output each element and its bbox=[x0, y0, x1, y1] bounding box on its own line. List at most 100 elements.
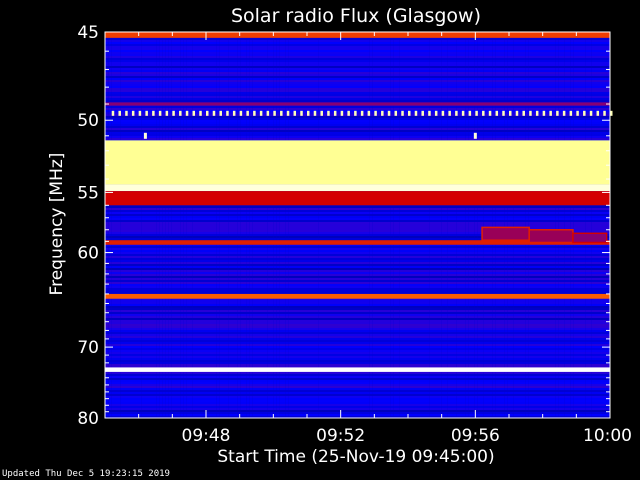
noise-row bbox=[105, 96, 610, 98]
noise-row bbox=[105, 330, 610, 332]
noise-column bbox=[156, 32, 157, 418]
noise-row bbox=[105, 212, 610, 214]
noise-row bbox=[105, 354, 610, 356]
noise-row bbox=[105, 382, 610, 384]
periodic-signal-mark bbox=[509, 110, 512, 116]
noise-row bbox=[105, 66, 610, 68]
noise-column bbox=[483, 32, 484, 418]
periodic-signal-mark bbox=[448, 110, 451, 116]
y-tick-label: 50 bbox=[77, 111, 99, 131]
noise-column bbox=[390, 32, 391, 418]
noise-row bbox=[105, 224, 610, 226]
periodic-signal-mark bbox=[219, 110, 222, 116]
noise-row bbox=[105, 300, 610, 302]
noise-column bbox=[504, 32, 505, 418]
x-axis-label: Start Time (25-Nov-19 09:45:00) bbox=[217, 447, 494, 467]
periodic-signal-mark bbox=[495, 110, 499, 116]
noise-row bbox=[105, 376, 610, 378]
noise-column bbox=[180, 32, 181, 418]
noise-row bbox=[105, 52, 610, 54]
noise-row bbox=[105, 128, 610, 130]
noise-column bbox=[558, 32, 559, 418]
emission-band bbox=[105, 102, 610, 106]
noise-row bbox=[105, 328, 610, 330]
noise-column bbox=[441, 32, 442, 418]
noise-row bbox=[105, 282, 610, 284]
noise-row bbox=[105, 134, 610, 136]
noise-row bbox=[105, 86, 610, 88]
periodic-signal-mark bbox=[286, 110, 290, 116]
noise-row bbox=[105, 210, 610, 212]
noise-row bbox=[105, 310, 610, 312]
noise-row bbox=[105, 398, 610, 400]
periodic-signal-mark bbox=[374, 110, 377, 116]
noise-row bbox=[105, 394, 610, 396]
noise-column bbox=[276, 32, 277, 418]
noise-row bbox=[105, 286, 610, 288]
periodic-signal-mark bbox=[610, 110, 613, 116]
noise-row bbox=[105, 136, 610, 138]
noise-column bbox=[495, 32, 496, 418]
noise-row bbox=[105, 338, 610, 340]
noise-row bbox=[105, 396, 610, 398]
noise-row bbox=[105, 60, 610, 62]
periodic-signal-mark bbox=[569, 110, 573, 116]
noise-row bbox=[105, 112, 610, 114]
noise-row bbox=[105, 94, 610, 96]
noise-row bbox=[105, 334, 610, 336]
noise-column bbox=[162, 32, 163, 418]
periodic-signal-mark bbox=[434, 110, 438, 116]
noise-row bbox=[105, 230, 610, 232]
periodic-signal-mark bbox=[125, 110, 128, 116]
periodic-signal-mark bbox=[273, 110, 276, 116]
noise-row bbox=[105, 46, 610, 48]
periodic-signal-mark bbox=[461, 110, 465, 116]
periodic-signal-mark bbox=[401, 110, 404, 116]
y-tick-label: 45 bbox=[77, 23, 99, 43]
noise-column bbox=[228, 32, 229, 418]
noise-row bbox=[105, 42, 610, 44]
periodic-signal-mark bbox=[522, 110, 525, 116]
noise-row bbox=[105, 50, 610, 52]
periodic-signal-mark bbox=[408, 110, 411, 116]
periodic-signal-mark bbox=[562, 110, 566, 116]
periodic-signal-mark bbox=[327, 110, 330, 116]
noise-row bbox=[105, 88, 610, 90]
periodic-signal-mark bbox=[515, 110, 519, 116]
periodic-signal-mark bbox=[266, 110, 270, 116]
noise-row bbox=[105, 64, 610, 66]
noise-row bbox=[105, 74, 610, 76]
noise-row bbox=[105, 100, 610, 102]
noise-row bbox=[105, 360, 610, 362]
noise-column bbox=[477, 32, 478, 418]
noise-row bbox=[105, 238, 610, 240]
x-tick-label: 09:56 bbox=[451, 426, 500, 446]
periodic-signal-mark bbox=[394, 110, 398, 116]
y-tick-label: 80 bbox=[77, 409, 99, 429]
noise-column bbox=[111, 32, 112, 418]
noise-column bbox=[447, 32, 448, 418]
noise-row bbox=[105, 108, 610, 110]
noise-row bbox=[105, 260, 610, 262]
noise-column bbox=[573, 32, 574, 418]
periodic-signal-mark bbox=[502, 110, 505, 116]
spectrogram-plot-area bbox=[105, 32, 613, 418]
noise-row bbox=[105, 408, 610, 410]
noise-column bbox=[369, 32, 370, 418]
periodic-signal-mark bbox=[206, 110, 209, 116]
noise-column bbox=[186, 32, 187, 418]
noise-row bbox=[105, 218, 610, 220]
noise-row bbox=[105, 258, 610, 260]
noise-row bbox=[105, 206, 610, 208]
noise-row bbox=[105, 288, 610, 290]
periodic-signal-mark bbox=[387, 110, 391, 116]
noise-row bbox=[105, 120, 610, 122]
radio-burst bbox=[528, 229, 574, 244]
footer-updated-timestamp: Updated Thu Dec 5 19:23:15 2019 bbox=[2, 469, 170, 479]
noise-row bbox=[105, 304, 610, 306]
noise-row bbox=[105, 342, 610, 344]
noise-row bbox=[105, 244, 610, 246]
noise-column bbox=[273, 32, 274, 418]
noise-row bbox=[105, 400, 610, 402]
noise-row bbox=[105, 254, 610, 256]
